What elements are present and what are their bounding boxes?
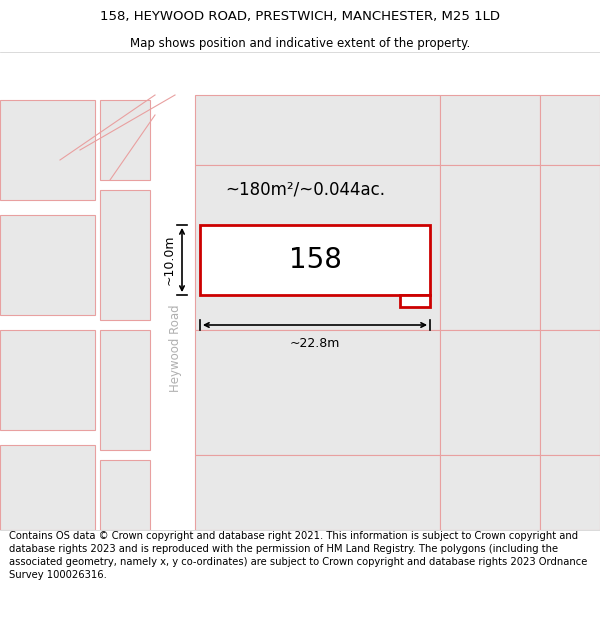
Text: 158: 158	[289, 246, 341, 274]
Bar	[195, 330, 440, 455]
Text: Contains OS data © Crown copyright and database right 2021. This information is : Contains OS data © Crown copyright and d…	[9, 531, 587, 580]
Bar	[440, 95, 540, 165]
Bar	[0, 100, 95, 200]
Bar	[440, 455, 540, 530]
Bar	[100, 330, 150, 450]
Bar	[195, 165, 440, 330]
Bar	[0, 215, 95, 315]
Text: ~180m²/~0.044ac.: ~180m²/~0.044ac.	[225, 181, 385, 199]
Text: Heywood Road: Heywood Road	[169, 304, 182, 392]
Bar	[195, 455, 440, 530]
Bar	[0, 52, 600, 95]
Bar	[100, 190, 150, 320]
Bar	[195, 95, 440, 165]
Bar	[540, 165, 600, 330]
Text: ~22.8m: ~22.8m	[290, 337, 340, 350]
Bar	[100, 100, 150, 180]
Bar	[0, 445, 95, 530]
Bar	[440, 330, 540, 455]
Text: 158, HEYWOOD ROAD, PRESTWICH, MANCHESTER, M25 1LD: 158, HEYWOOD ROAD, PRESTWICH, MANCHESTER…	[100, 11, 500, 23]
Bar	[400, 295, 430, 307]
Bar	[0, 330, 95, 430]
Bar	[100, 460, 150, 530]
Text: Map shows position and indicative extent of the property.: Map shows position and indicative extent…	[130, 38, 470, 51]
Text: ~10.0m: ~10.0m	[163, 235, 176, 285]
Bar	[155, 95, 195, 530]
Bar	[540, 455, 600, 530]
Bar	[440, 165, 540, 330]
Bar	[200, 225, 430, 295]
Bar	[540, 330, 600, 455]
Bar	[540, 95, 600, 165]
